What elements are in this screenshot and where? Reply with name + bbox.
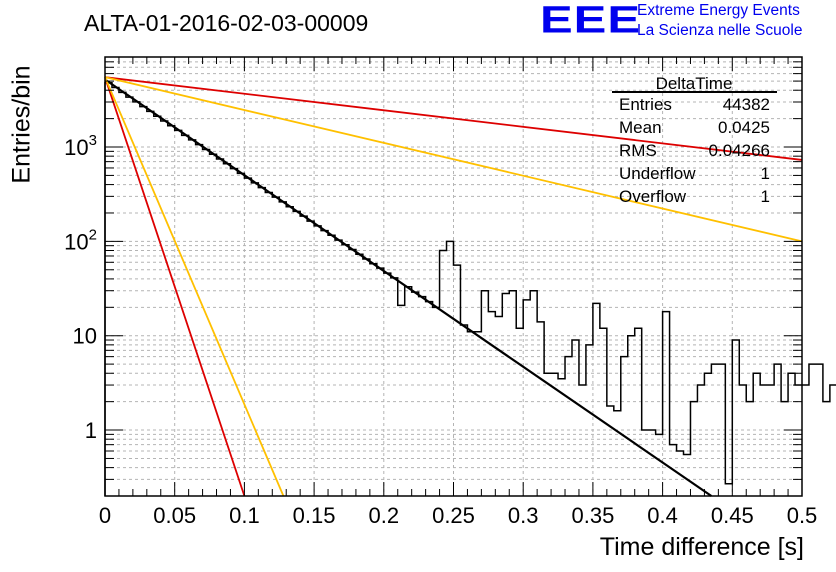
- x-tick-label: 0.4: [647, 503, 678, 528]
- fit-line-3: [104, 76, 803, 243]
- x-tick-label: 0.15: [293, 503, 336, 528]
- stats-label-overflow: Overflow: [619, 187, 687, 206]
- chart-title: ALTA-01-2016-02-03-00009: [84, 10, 369, 36]
- stats-label-rms: RMS: [619, 141, 657, 160]
- stats-value-entries: 44382: [723, 95, 770, 114]
- stats-label-underflow: Underflow: [619, 164, 696, 183]
- fit-lines: [104, 76, 803, 497]
- fit-line-5: [104, 76, 285, 497]
- fit-line-2: [104, 76, 803, 161]
- x-tick-label: 0.2: [369, 503, 400, 528]
- eee-logo: EEE: [540, 0, 642, 41]
- logo-line-2: La Scienza nelle Scuole: [637, 22, 803, 39]
- x-tick-label: 0.35: [571, 503, 614, 528]
- stats-label-mean: Mean: [619, 118, 662, 137]
- stats-value-overflow: 1: [761, 187, 770, 206]
- x-tick-label: 0.3: [508, 503, 539, 528]
- stats-value-rms: 0.04266: [709, 141, 770, 160]
- y-tick-label: 1: [85, 418, 97, 443]
- y-tick-label: 10: [73, 324, 97, 349]
- logo-line-1: Extreme Energy Events: [637, 2, 800, 19]
- x-tick-label: 0.1: [229, 503, 260, 528]
- axes: 0 0.05 0.1 0.15 0.2 0.25 0.3 0.35 0.4 0.45 0.5 1 10 1…: [64, 56, 818, 528]
- stats-title: DeltaTime: [656, 74, 733, 93]
- x-tick-label: 0.5: [787, 503, 818, 528]
- y-tick-label: 102: [64, 226, 97, 254]
- stats-value-underflow: 1: [761, 164, 770, 183]
- x-tick-label: 0.25: [432, 503, 475, 528]
- y-tick-label: 103: [64, 132, 97, 160]
- fit-line-4: [104, 76, 246, 497]
- x-tick-label: 0: [99, 503, 111, 528]
- stats-label-entries: Entries: [619, 95, 672, 114]
- fit-line-1: [104, 78, 713, 497]
- stats-value-mean: 0.0425: [718, 118, 770, 137]
- x-axis-label: Time difference [s]: [599, 533, 804, 561]
- stats-box: DeltaTime Entries 44382 Mean 0.0425 RMS …: [612, 74, 777, 206]
- x-tick-label: 0.45: [711, 503, 754, 528]
- x-tick-label: 0.05: [153, 503, 196, 528]
- grid-lines: [105, 57, 802, 496]
